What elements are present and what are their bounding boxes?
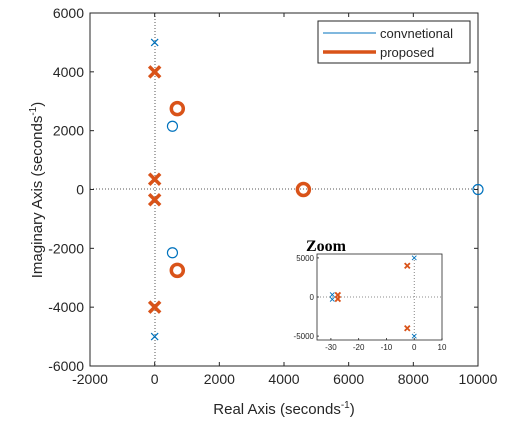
x-tick-label: 8000	[398, 371, 429, 387]
x-tick-label: 4000	[268, 371, 299, 387]
inset-title: Zoom	[306, 238, 347, 255]
legend-label-convnetional: convnetional	[380, 26, 453, 41]
inset-pole-marker	[329, 296, 335, 302]
x-tick-label: 6000	[333, 371, 364, 387]
zero-marker	[169, 262, 186, 279]
zero-marker	[169, 100, 186, 117]
legend-box	[317, 20, 471, 64]
zoom-inset: Zoom -30 -20 -10 0 10 5000 0 -5000	[294, 238, 447, 352]
zero-marker	[166, 247, 179, 259]
inset-x-tick-label: -10	[381, 343, 393, 352]
inset-y-tick-label: 5000	[296, 254, 314, 263]
zero-marker	[295, 181, 312, 198]
x-tick-label: 0	[151, 371, 159, 387]
inset-y-tick-label: 0	[310, 293, 315, 302]
inset-y-tick-label: -5000	[294, 332, 315, 341]
inset-pole-marker	[334, 295, 342, 303]
y-tick-label: -2000	[48, 240, 84, 256]
y-tick-label: 0	[76, 182, 84, 198]
pole-marker	[150, 332, 159, 341]
inset-pole-marker	[411, 255, 417, 261]
legend: convnetional proposed	[317, 20, 471, 64]
x-tick-label: 2000	[204, 371, 235, 387]
x-tick-label: -2000	[72, 371, 108, 387]
x-axis-label: Real Axis (seconds-1)	[213, 400, 354, 418]
inset-pole-marker	[329, 292, 335, 298]
zero-marker	[472, 183, 484, 196]
inset-pole-marker	[404, 262, 411, 269]
inset-x-tick-label: 0	[412, 343, 417, 352]
y-tick-label: 4000	[53, 64, 84, 80]
pole-marker	[147, 300, 162, 314]
y-tick-label: -4000	[48, 299, 84, 315]
inset-x-tick-label: -20	[353, 343, 365, 352]
pole-marker	[147, 172, 162, 186]
inset-pole-marker	[411, 333, 417, 339]
y-tick-label: 6000	[53, 5, 84, 21]
legend-label-proposed: proposed	[380, 45, 434, 60]
x-tick-label: 10000	[459, 371, 498, 387]
inset-x-tick-label: 10	[438, 343, 447, 352]
y-tick-label: -6000	[48, 358, 84, 374]
pole-marker	[147, 193, 162, 207]
pole-marker	[150, 38, 159, 47]
y-axis-label: Imaginary Axis (seconds-1)	[28, 102, 46, 278]
y-tick-label: 2000	[53, 123, 84, 139]
zero-marker	[166, 120, 179, 132]
pole-marker	[147, 65, 162, 79]
inset-pole-marker	[404, 325, 411, 332]
inset-x-tick-label: -30	[325, 343, 337, 352]
